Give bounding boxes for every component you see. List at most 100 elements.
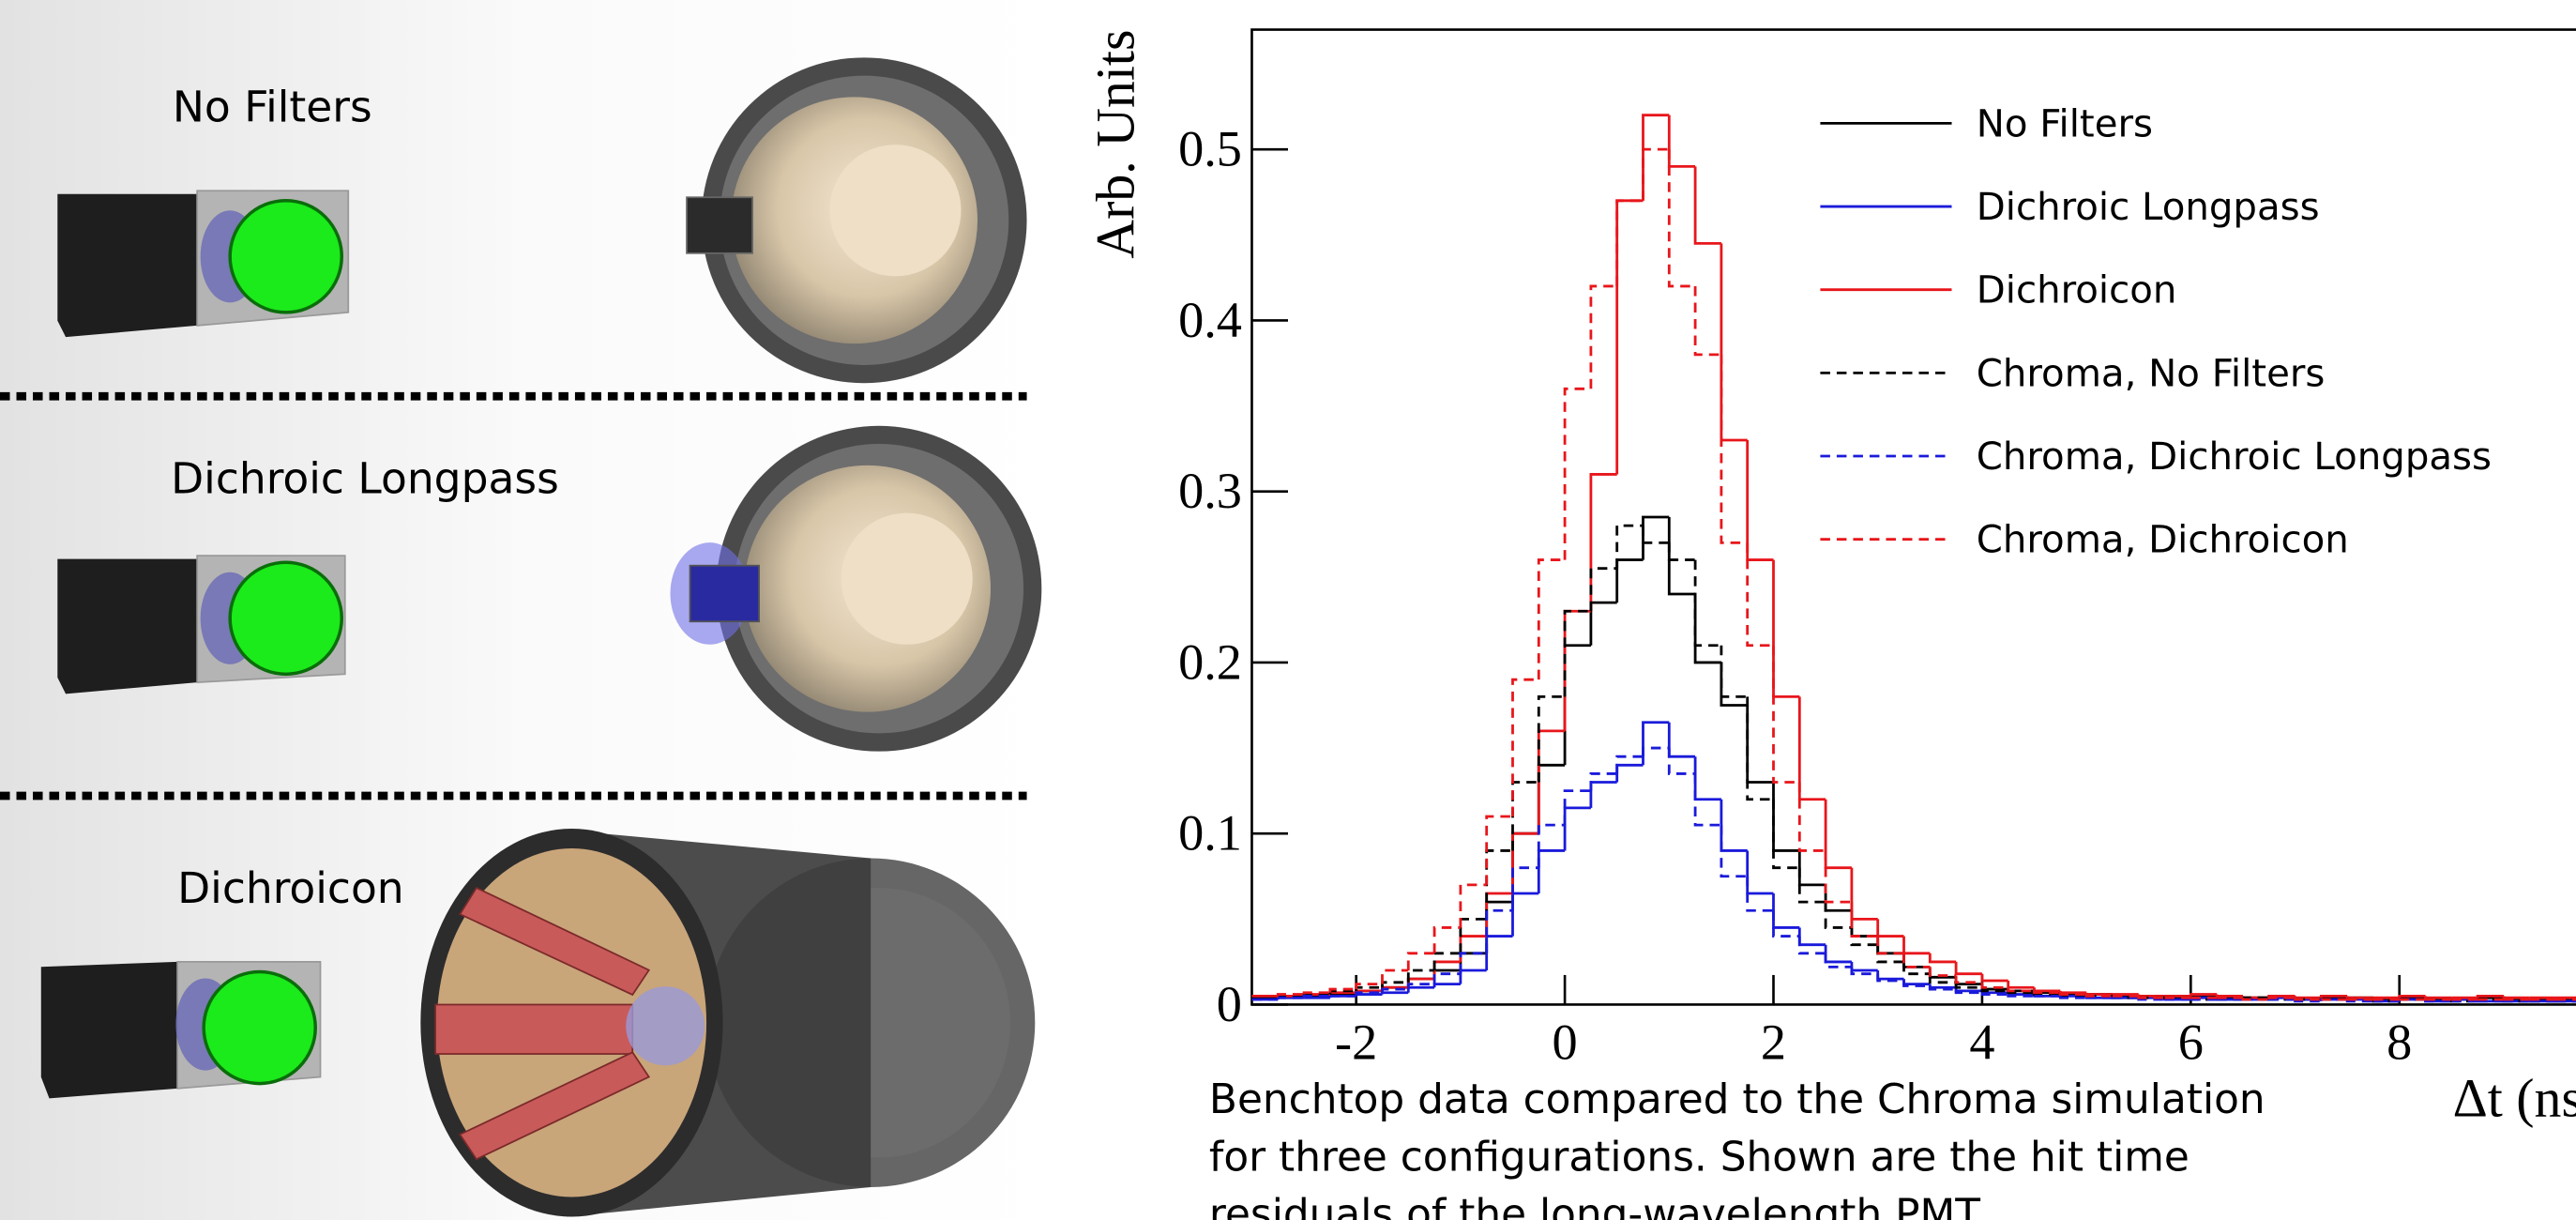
histogram-bin bbox=[2033, 987, 2061, 993]
histogram-bin bbox=[1563, 609, 1591, 697]
panel-label: Dichroicon bbox=[177, 863, 404, 913]
histogram-bin bbox=[1537, 823, 1566, 868]
histogram-bin bbox=[1746, 696, 1774, 801]
histogram-bin bbox=[1667, 517, 1696, 596]
histogram-bin bbox=[1928, 984, 1957, 989]
histogram-bin bbox=[1850, 910, 1878, 938]
histogram-bin bbox=[1850, 927, 1878, 947]
histogram-bin bbox=[2241, 998, 2269, 1001]
histogram-bin bbox=[1276, 996, 1305, 1000]
histogram-bin bbox=[1928, 953, 1957, 964]
histogram-bin bbox=[1720, 825, 1748, 878]
histogram-bin bbox=[1954, 982, 1982, 989]
histogram-bin bbox=[1563, 789, 1591, 826]
histogram-bin bbox=[1355, 991, 1383, 997]
histogram-bin bbox=[1902, 961, 1931, 976]
histogram-bin bbox=[1276, 993, 1305, 997]
histogram-bin bbox=[1563, 644, 1591, 766]
histogram-bin bbox=[1589, 473, 1617, 612]
series bbox=[1251, 721, 2576, 1003]
histogram-bin bbox=[2058, 990, 2087, 995]
histogram-bin bbox=[1667, 722, 1696, 758]
histogram-bin bbox=[1980, 973, 2008, 983]
histogram-bin bbox=[1693, 559, 1721, 648]
y-tick-label: 0.1 bbox=[1178, 805, 1242, 862]
histogram-bin bbox=[1746, 439, 1774, 561]
histogram-bin bbox=[1642, 526, 1670, 544]
histogram-bin bbox=[1381, 968, 1409, 984]
histogram-bin bbox=[1980, 992, 2008, 996]
legend-label: Chroma, Dichroicon bbox=[1977, 519, 2349, 562]
histogram-bin bbox=[1511, 678, 1539, 816]
histogram-bin bbox=[1642, 114, 1670, 201]
series bbox=[1251, 147, 2576, 1001]
x-tick-label: 6 bbox=[2178, 1014, 2204, 1070]
histogram-bin bbox=[2033, 990, 2061, 995]
histogram-bin bbox=[1693, 756, 1721, 801]
histogram-bin bbox=[1459, 883, 1487, 928]
y-tick-label: 0 bbox=[1217, 976, 1242, 1032]
histogram-bin bbox=[1406, 968, 1435, 983]
histogram-bin bbox=[1876, 936, 1904, 955]
x-tick-label: 0 bbox=[1553, 1014, 1578, 1070]
histogram-bin bbox=[1615, 199, 1644, 475]
setup-dichroic-longpass bbox=[57, 425, 1042, 752]
caption: Benchtop data compared to the Chroma sim… bbox=[1209, 1075, 2265, 1220]
legend-label: Chroma, Dichroic Longpass bbox=[1977, 435, 2492, 479]
histogram-bin bbox=[2007, 980, 2035, 989]
histogram-bin bbox=[1797, 696, 1826, 801]
histogram-bin bbox=[1797, 867, 1826, 904]
x-tick-label: 2 bbox=[1761, 1014, 1786, 1070]
histogram-bin bbox=[1642, 746, 1670, 757]
legend-label: No Filters bbox=[1977, 102, 2153, 145]
histogram-bin bbox=[2137, 994, 2165, 998]
caption-line: for three configurations. Shown are the … bbox=[1209, 1133, 2190, 1181]
histogram-bin bbox=[1746, 705, 1774, 784]
histogram-bin bbox=[1485, 935, 1513, 971]
histogram-bin bbox=[1589, 781, 1617, 808]
histogram-bin bbox=[2476, 994, 2504, 999]
histogram-bin bbox=[2084, 994, 2113, 998]
histogram-bin bbox=[1850, 967, 1878, 976]
series bbox=[1251, 746, 2576, 1003]
histogram-bin bbox=[1824, 944, 1852, 964]
histogram-bin bbox=[1902, 936, 1931, 955]
histogram-bin bbox=[1876, 919, 1904, 938]
histogram-bin bbox=[1797, 850, 1826, 887]
histogram-bin bbox=[2294, 998, 2322, 1001]
histogram-bin bbox=[1876, 973, 1904, 983]
histogram-bin bbox=[2424, 996, 2452, 999]
histogram-bin bbox=[1746, 542, 1774, 648]
histogram-bin bbox=[1824, 884, 1852, 912]
histogram-bin bbox=[1485, 849, 1513, 920]
histogram-bin bbox=[1406, 983, 1435, 990]
histogram-bin bbox=[1693, 773, 1721, 827]
histogram-bin bbox=[1980, 982, 2008, 989]
histogram-bin bbox=[1615, 199, 1644, 286]
histogram-bin bbox=[2058, 996, 2087, 999]
histogram-bin bbox=[1537, 729, 1566, 834]
histogram-bin bbox=[1797, 936, 1826, 955]
histogram-bin bbox=[1902, 979, 1931, 986]
histogram-bin bbox=[1693, 285, 1721, 357]
histogram-bin bbox=[1850, 867, 1878, 921]
histogram-bin bbox=[1902, 980, 1931, 987]
histogram-bin bbox=[1642, 147, 1670, 201]
histogram-bin bbox=[1328, 987, 1356, 993]
histogram-bin bbox=[1720, 645, 1748, 698]
histogram-bin bbox=[1772, 799, 1800, 870]
histogram-bin bbox=[1406, 952, 1435, 971]
histogram-bin bbox=[2058, 992, 2087, 996]
histogram-bin bbox=[1720, 354, 1748, 544]
histogram-bin bbox=[1511, 892, 1539, 937]
y-axis-label: Arb. Units bbox=[1084, 30, 1145, 259]
histogram-bin bbox=[2137, 996, 2165, 999]
histogram-bin bbox=[1537, 694, 1566, 783]
histogram-bin bbox=[1459, 935, 1487, 962]
histogram-bin bbox=[1537, 558, 1566, 680]
caption-line: Benchtop data compared to the Chroma sim… bbox=[1209, 1075, 2265, 1123]
histogram-bin bbox=[2215, 994, 2243, 998]
histogram-bin bbox=[1954, 961, 1982, 976]
panel-label: No Filters bbox=[173, 83, 372, 132]
